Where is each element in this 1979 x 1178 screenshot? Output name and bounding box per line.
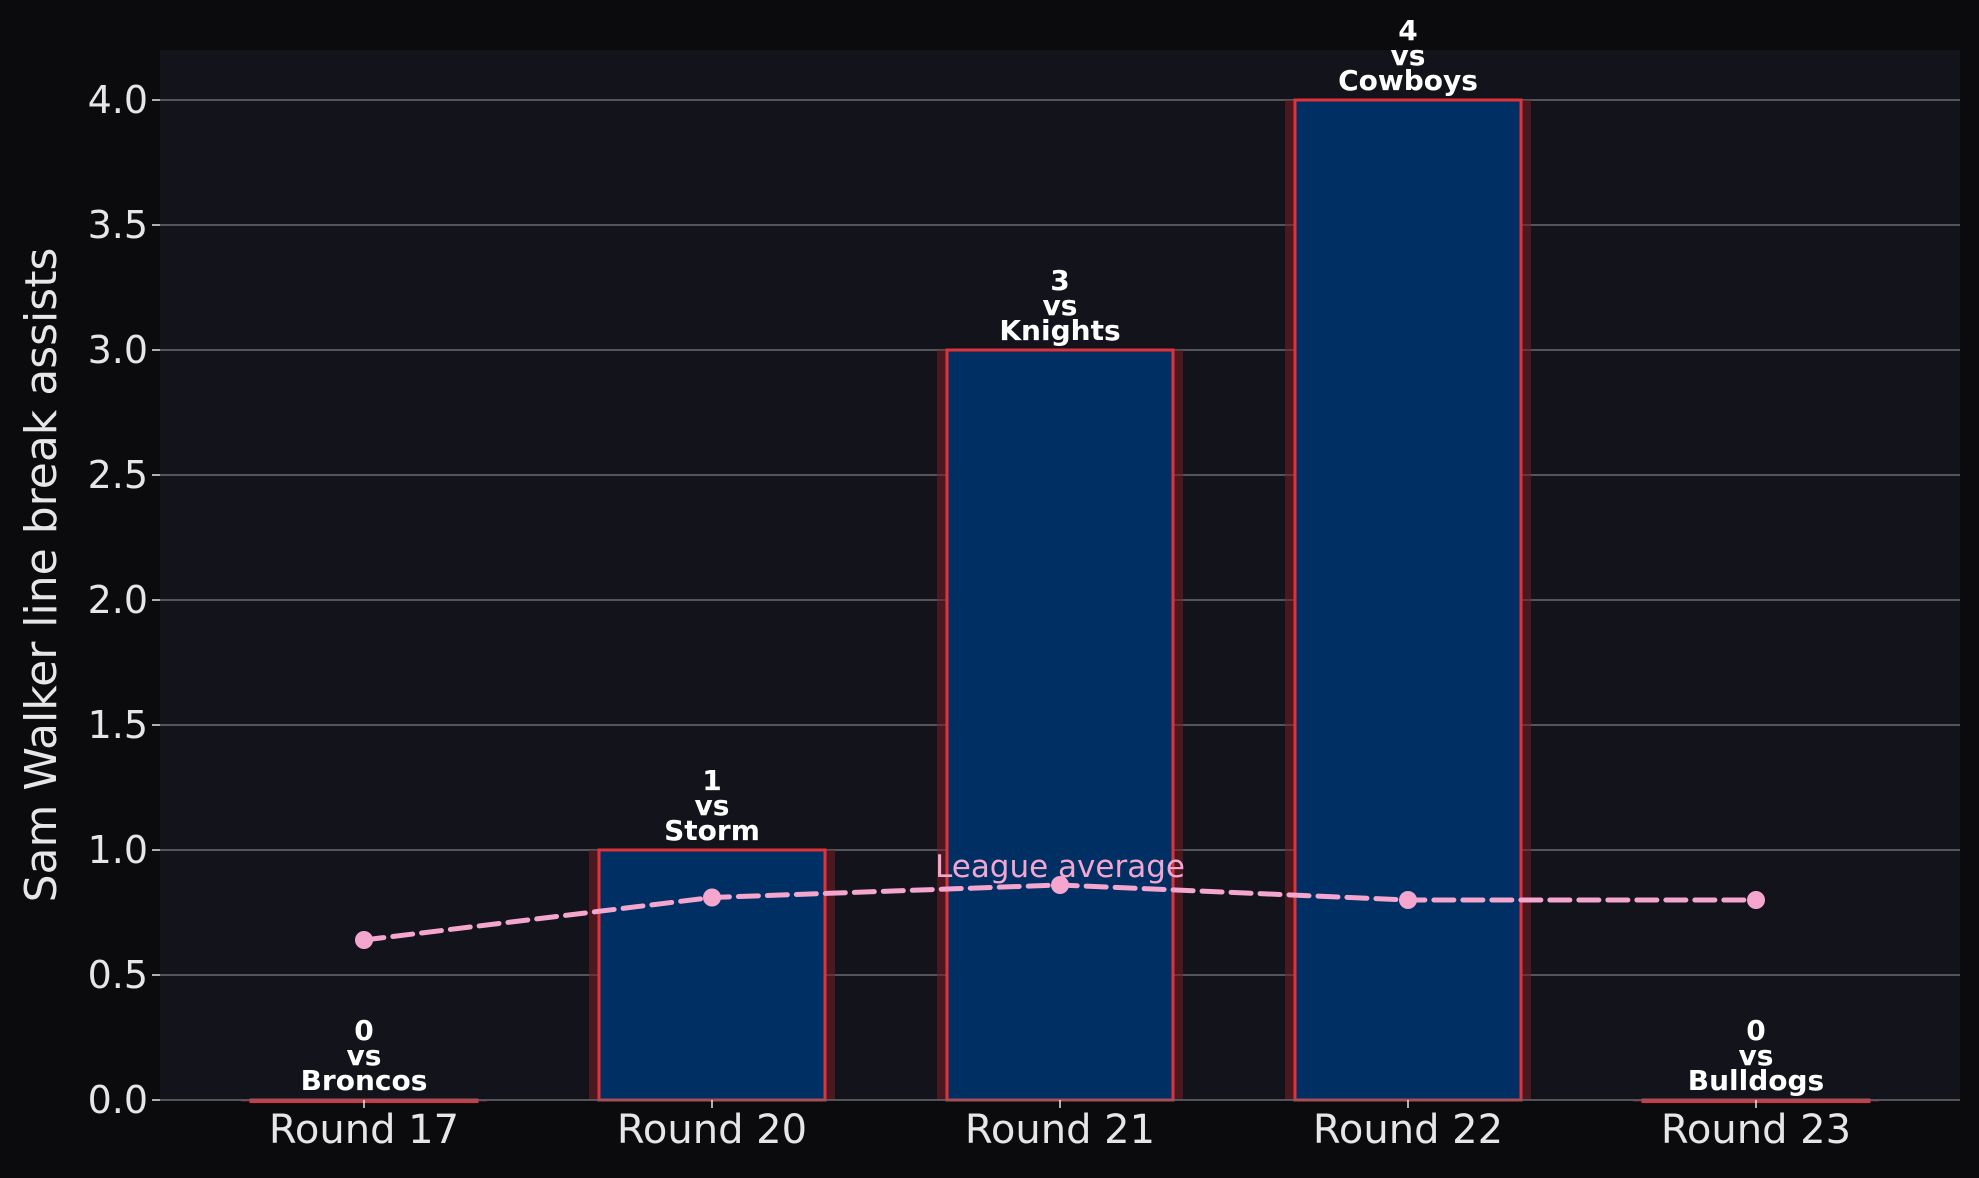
bar-vs-label: vs <box>1043 289 1078 322</box>
x-tick-label: Round 21 <box>965 1107 1155 1153</box>
y-tick-label: 4.0 <box>88 78 148 122</box>
y-tick-label: 0.0 <box>88 1078 148 1122</box>
bar-vs-label: vs <box>695 789 730 822</box>
x-tick-label: Round 22 <box>1313 1107 1503 1153</box>
x-tick-label: Round 20 <box>617 1107 807 1153</box>
bar-opponent-label: Storm <box>664 814 760 847</box>
league-average-label: League average <box>935 849 1185 885</box>
bar-opponent-label: Cowboys <box>1338 64 1478 97</box>
bar-vs-label: vs <box>1391 39 1426 72</box>
bar-vs-label: vs <box>1739 1039 1774 1072</box>
bar-labels: 0vsBroncos1vsStorm3vsKnights4vsCowboys0v… <box>301 14 1825 1097</box>
league-average-point <box>1399 891 1417 909</box>
bar-opponent-label: Broncos <box>301 1064 428 1097</box>
bar <box>945 348 1175 1102</box>
bar-value-label: 3 <box>1050 264 1069 297</box>
league-average-point <box>355 931 373 949</box>
bar-vs-label: vs <box>347 1039 382 1072</box>
bars <box>241 98 1879 1103</box>
y-tick-label: 0.5 <box>88 953 148 997</box>
x-tick-label: Round 17 <box>269 1107 459 1153</box>
y-tick-label: 2.0 <box>88 578 148 622</box>
y-tick-label: 3.0 <box>88 328 148 372</box>
y-tick-label: 2.5 <box>88 453 148 497</box>
x-tick-label: Round 23 <box>1661 1107 1851 1153</box>
league-average-series: League average <box>355 849 1765 949</box>
bar-opponent-label: Knights <box>999 314 1120 347</box>
bar-value-label: 0 <box>1746 1014 1765 1047</box>
axes: 0.0 0.5 1.0 1.5 2.0 2.5 3.0 3.5 4.0 Round 17 Round… <box>88 78 1960 1153</box>
league-average-point <box>1051 876 1069 894</box>
y-tick-label: 3.5 <box>88 203 148 247</box>
y-tick-label: 1.5 <box>88 703 148 747</box>
y-tick-label: 1.0 <box>88 828 148 872</box>
league-average-point <box>1747 891 1765 909</box>
bar <box>597 848 827 1102</box>
bar-value-label: 1 <box>702 764 721 797</box>
bar-value-label: 0 <box>354 1014 373 1047</box>
league-average-point <box>703 888 721 907</box>
y-axis-label: Sam Walker line break assists <box>16 248 67 903</box>
bar-value-label: 4 <box>1398 14 1417 47</box>
bar <box>1293 98 1523 1102</box>
bar-opponent-label: Bulldogs <box>1688 1064 1824 1097</box>
